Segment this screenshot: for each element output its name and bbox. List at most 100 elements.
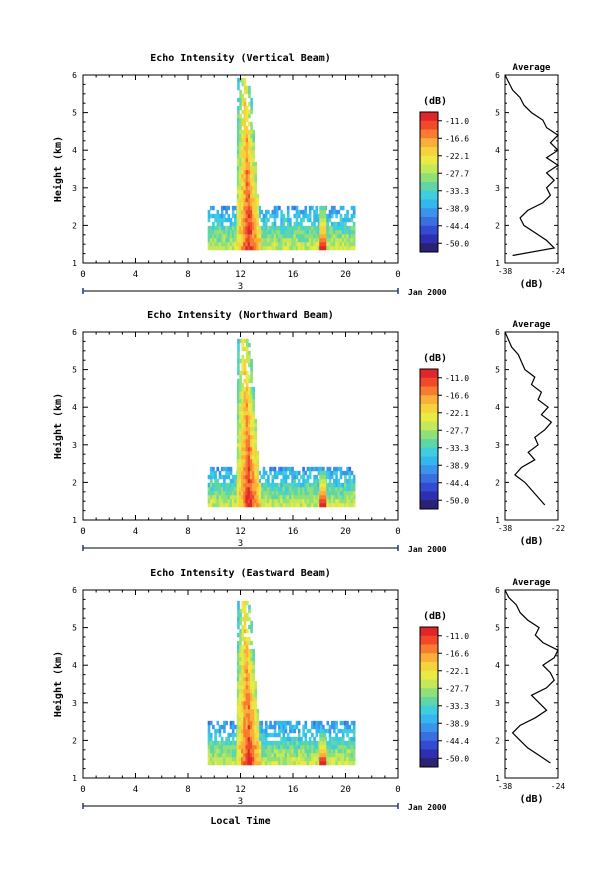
heatmap-cell xyxy=(300,486,303,492)
heatmap-cell xyxy=(245,374,249,380)
heatmap-cell xyxy=(223,502,226,508)
heatmap-cell xyxy=(278,241,281,247)
heatmap-cell xyxy=(243,652,247,658)
heatmap-cell xyxy=(241,736,244,742)
heatmap-cell xyxy=(239,696,242,702)
colorbar-swatch xyxy=(420,439,438,449)
heatmap-cell xyxy=(333,237,336,243)
heatmap-cell xyxy=(284,233,288,239)
heatmap-cell xyxy=(282,486,286,492)
heatmap-cell xyxy=(330,209,334,215)
colorbar-tick-label: -33.3 xyxy=(445,702,469,711)
heatmap-cell xyxy=(273,213,277,219)
heatmap-cell xyxy=(323,470,327,476)
heatmap-cell xyxy=(291,752,294,758)
heatmap-cell xyxy=(249,197,253,203)
heatmap-cell xyxy=(236,450,240,456)
heatmap-cell xyxy=(241,720,244,726)
heatmap-cell xyxy=(248,85,251,91)
heatmap-cell xyxy=(223,225,226,231)
x-tick-label: 20 xyxy=(340,785,351,795)
heatmap-cell xyxy=(234,724,237,730)
heatmap-cell xyxy=(330,756,334,762)
heatmap-cell xyxy=(241,233,244,239)
heatmap-cell xyxy=(254,486,257,492)
heatmap-cell xyxy=(252,740,255,746)
heatmap-cell xyxy=(311,494,314,500)
heatmap-cell xyxy=(252,692,255,698)
heatmap-cell xyxy=(239,608,242,614)
heatmap-cell xyxy=(267,478,270,484)
heatmap-cell xyxy=(238,225,242,231)
heatmap-cell xyxy=(251,241,255,247)
heatmap-cell xyxy=(245,426,249,432)
heatmap-cell xyxy=(225,237,228,243)
heatmap-cell xyxy=(252,225,255,231)
heatmap-cell xyxy=(300,482,303,488)
heatmap-cell xyxy=(273,245,277,251)
x-tick-label: 0 xyxy=(395,270,400,280)
heatmap-cell xyxy=(243,193,246,199)
heatmap-cell xyxy=(240,760,244,766)
heatmap-cell xyxy=(243,700,247,706)
heatmap-cell xyxy=(256,466,260,472)
heatmap-cell xyxy=(289,752,292,758)
heatmap-cell xyxy=(352,490,356,496)
heatmap-cell xyxy=(223,205,226,211)
heatmap-cell xyxy=(252,201,255,207)
heatmap-cell xyxy=(350,740,354,746)
heatmap-cell xyxy=(241,406,244,412)
heatmap-cell xyxy=(243,121,247,127)
heatmap-cell xyxy=(271,233,275,239)
heatmap-cell xyxy=(273,724,277,730)
heatmap-cell xyxy=(304,732,308,738)
heatmap-cell xyxy=(212,494,215,500)
heatmap-cell xyxy=(209,502,213,508)
heatmap-cell xyxy=(241,394,244,400)
heatmap-cell xyxy=(247,736,251,742)
heatmap-cell xyxy=(280,237,283,243)
y-tick-label: 1 xyxy=(72,259,77,268)
heatmap-cell xyxy=(348,474,352,480)
heatmap-cell xyxy=(243,205,246,211)
heatmap-cell xyxy=(245,470,249,476)
heatmap-cell xyxy=(245,205,249,211)
heatmap-cell xyxy=(335,724,338,730)
heatmap-cell xyxy=(212,748,215,754)
heatmap-cell xyxy=(243,338,247,344)
heatmap-cell xyxy=(245,149,249,155)
heatmap-cell xyxy=(304,744,308,750)
heatmap-cell xyxy=(291,474,294,480)
heatmap-cell xyxy=(207,740,211,746)
heatmap-cell xyxy=(271,498,275,504)
heatmap-cell xyxy=(252,233,255,239)
heatmap-cell xyxy=(212,760,215,766)
heatmap-cell xyxy=(247,213,251,219)
heatmap-cell xyxy=(231,494,235,500)
heatmap-cell xyxy=(256,494,259,500)
heatmap-cell xyxy=(252,708,255,714)
heatmap-cell xyxy=(323,482,327,488)
heatmap-cell xyxy=(247,422,251,428)
colorbar-swatch xyxy=(420,395,438,405)
heatmap-cell xyxy=(315,748,319,754)
heatmap-cell xyxy=(238,732,242,738)
heatmap-cell xyxy=(209,474,213,480)
heatmap-cell xyxy=(227,498,231,504)
heatmap-cell xyxy=(245,668,249,674)
heatmap-cell xyxy=(220,225,224,231)
heatmap-cell xyxy=(225,748,228,754)
heatmap-cell xyxy=(212,486,215,492)
heatmap-cell xyxy=(239,129,242,135)
heatmap-cell xyxy=(348,217,352,223)
heatmap-cell xyxy=(275,233,279,239)
heatmap-cell xyxy=(291,237,294,243)
heatmap-cell xyxy=(273,486,277,492)
heatmap-cell xyxy=(339,486,343,492)
heatmap-cell xyxy=(243,612,247,618)
heatmap-cell xyxy=(280,209,283,215)
heatmap-cell xyxy=(282,233,286,239)
heatmap-cell xyxy=(315,740,319,746)
heatmap-cell xyxy=(269,245,272,251)
heatmap-cell xyxy=(248,608,251,614)
